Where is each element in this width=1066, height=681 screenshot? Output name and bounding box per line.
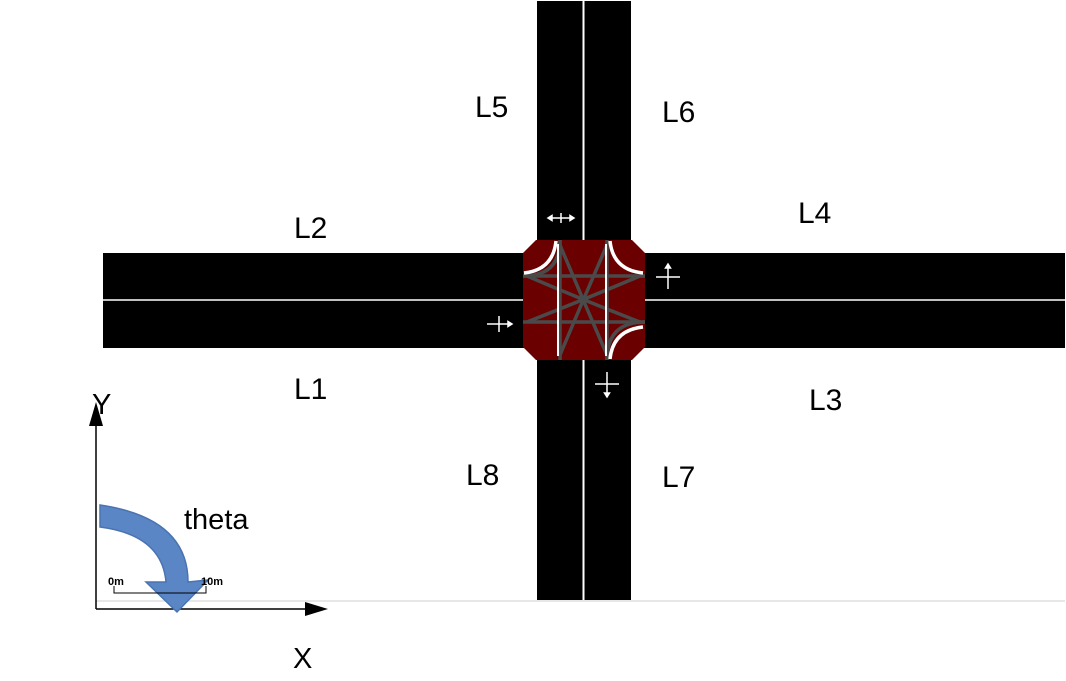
- marker-south-icon: [595, 372, 619, 399]
- lane-labels: L1 L2 L3 L4 L5 L6 L7 L8: [294, 91, 842, 494]
- scale-start-label: 0m: [108, 576, 124, 588]
- lane-label-l2: L2: [294, 212, 327, 245]
- lane-label-l7: L7: [662, 461, 695, 494]
- lane-label-l1: L1: [294, 373, 327, 406]
- roads: [96, 1, 1065, 602]
- lane-label-l3: L3: [809, 384, 842, 417]
- marker-north-icon: [546, 213, 576, 223]
- x-axis-label: X: [293, 643, 312, 675]
- entry-markers: [487, 213, 680, 399]
- scale-end-label: 10m: [201, 576, 223, 588]
- lane-label-l6: L6: [662, 96, 695, 129]
- y-axis-arrowhead-icon: [89, 402, 103, 426]
- coordinate-axes: X Y theta: [89, 389, 328, 675]
- theta-rotation-arrow-icon: [99, 504, 210, 614]
- marker-east-icon: [656, 262, 680, 289]
- corner-curve-se: [608, 325, 644, 360]
- lane-label-l4: L4: [798, 197, 831, 230]
- theta-label: theta: [184, 504, 249, 536]
- corner-curve-ne: [608, 240, 644, 275]
- lane-label-l8: L8: [466, 459, 499, 492]
- x-axis-arrowhead-icon: [305, 602, 328, 616]
- intersection: [522, 239, 646, 361]
- lane-label-l5: L5: [475, 91, 508, 124]
- scale-bar: 0m 10m: [108, 576, 223, 594]
- y-axis-label: Y: [92, 389, 111, 421]
- marker-west-icon: [487, 316, 514, 332]
- corner-curve-nw: [523, 240, 558, 275]
